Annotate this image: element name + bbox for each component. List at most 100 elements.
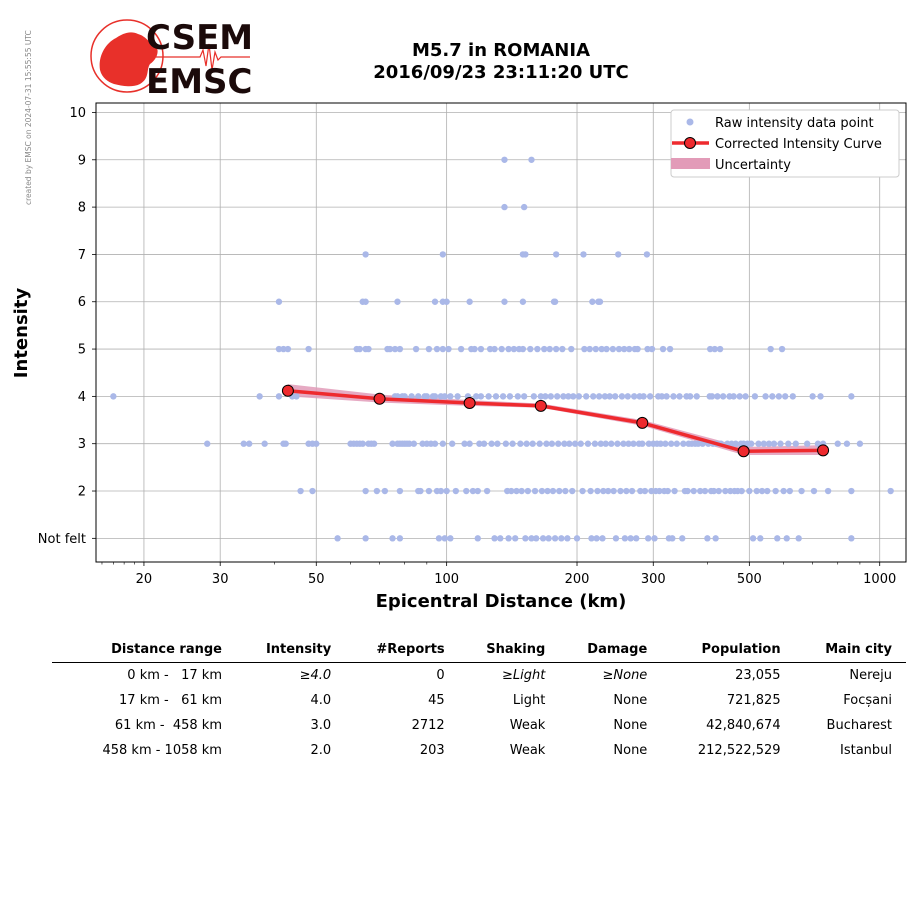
cell-range: 458 km - 1058 km xyxy=(102,743,222,758)
raw-data-point xyxy=(596,298,604,305)
raw-data-point xyxy=(466,440,473,447)
raw-data-point xyxy=(501,156,508,163)
raw-data-point xyxy=(538,487,546,495)
raw-data-point xyxy=(443,298,450,305)
raw-data-point xyxy=(609,345,617,353)
raw-data-point xyxy=(785,440,792,447)
raw-data-point xyxy=(597,440,605,447)
raw-data-point xyxy=(628,487,636,495)
raw-data-point xyxy=(412,345,420,353)
raw-data-point xyxy=(423,393,431,400)
raw-data-point xyxy=(362,251,369,258)
raw-data-point xyxy=(491,535,498,542)
cell-damage: None xyxy=(613,693,648,708)
raw-data-point xyxy=(580,251,587,258)
legend-raw-marker xyxy=(686,118,694,126)
raw-data-point xyxy=(748,440,755,447)
raw-data-point xyxy=(558,535,565,542)
raw-data-point xyxy=(581,345,588,353)
y-tick-label: 5 xyxy=(78,343,86,358)
cell-city: Istanbul xyxy=(839,743,892,758)
raw-data-point xyxy=(656,487,663,495)
raw-data-point xyxy=(676,393,683,400)
raw-data-point xyxy=(738,487,745,495)
raw-data-point xyxy=(810,487,818,495)
legend-raw-label: Raw intensity data point xyxy=(715,116,874,131)
raw-data-point xyxy=(736,393,743,400)
raw-data-point xyxy=(449,440,456,447)
cell-damage: None xyxy=(613,718,648,733)
raw-data-point xyxy=(365,345,372,353)
raw-data-point xyxy=(620,440,627,447)
raw-data-point xyxy=(509,440,516,447)
raw-data-point xyxy=(359,440,366,447)
raw-data-point xyxy=(824,487,832,495)
raw-data-point xyxy=(425,345,433,353)
raw-data-point xyxy=(547,393,555,400)
raw-data-point xyxy=(657,440,664,447)
raw-data-point xyxy=(758,487,766,495)
raw-data-point xyxy=(305,345,312,353)
header-shaking: Shaking xyxy=(458,640,560,663)
raw-data-point xyxy=(529,440,536,447)
raw-data-point xyxy=(518,487,525,495)
raw-data-point xyxy=(555,440,562,447)
header-damage: Damage xyxy=(559,640,662,663)
raw-data-point xyxy=(519,345,527,353)
raw-data-point xyxy=(506,393,514,400)
y-tick-label: 10 xyxy=(69,106,86,121)
raw-data-point xyxy=(492,393,500,400)
raw-data-point xyxy=(508,487,515,495)
raw-data-point xyxy=(767,345,774,353)
raw-data-point xyxy=(431,393,439,400)
raw-data-point xyxy=(546,345,553,353)
raw-data-point xyxy=(488,440,495,447)
raw-data-point xyxy=(491,345,498,353)
intensity-curve xyxy=(281,384,830,458)
raw-data-point xyxy=(610,487,617,495)
raw-data-point xyxy=(502,440,510,447)
raw-data-point xyxy=(714,393,721,400)
raw-data-point xyxy=(282,440,289,447)
table-row: 0 km - 17 km ≥4.0 0 ≥Light ≥None 23,055 … xyxy=(52,663,906,689)
csem-emsc-logo: CSEM EMSC xyxy=(90,18,253,102)
raw-data-point xyxy=(474,535,481,542)
raw-data-point xyxy=(770,440,778,447)
raw-data-point xyxy=(640,393,647,400)
legend-curve-marker xyxy=(684,137,696,149)
raw-data-point xyxy=(601,393,609,400)
raw-data-point xyxy=(817,393,824,400)
raw-data-point xyxy=(579,487,586,495)
raw-data-point xyxy=(671,487,678,495)
raw-data-point xyxy=(644,345,651,353)
raw-data-point xyxy=(624,393,631,400)
raw-data-point xyxy=(643,251,651,258)
raw-data-point xyxy=(391,345,399,353)
curve-point xyxy=(817,444,830,457)
raw-data-point xyxy=(499,393,507,400)
raw-data-point xyxy=(648,487,655,495)
raw-data-point xyxy=(501,203,508,211)
raw-data-point xyxy=(637,487,644,495)
y-tick-label: 7 xyxy=(78,248,86,263)
raw-data-point xyxy=(431,298,439,305)
raw-data-point xyxy=(706,345,714,353)
raw-data-point xyxy=(711,345,718,353)
raw-data-point xyxy=(848,487,855,495)
raw-data-point xyxy=(695,440,702,447)
raw-data-point xyxy=(680,440,687,447)
raw-data-point xyxy=(441,535,448,542)
cell-range: 61 km - 458 km xyxy=(114,718,222,733)
raw-data-point xyxy=(639,440,646,447)
raw-data-point xyxy=(712,535,719,542)
raw-data-point xyxy=(542,393,549,400)
raw-data-point xyxy=(730,393,737,400)
raw-data-point xyxy=(463,487,470,495)
raw-data-point xyxy=(679,535,686,542)
raw-data-point xyxy=(564,535,571,542)
raw-data-point xyxy=(406,440,413,447)
raw-data-point xyxy=(673,440,681,447)
raw-data-point xyxy=(617,487,624,495)
x-tick-label: 30 xyxy=(212,572,229,587)
